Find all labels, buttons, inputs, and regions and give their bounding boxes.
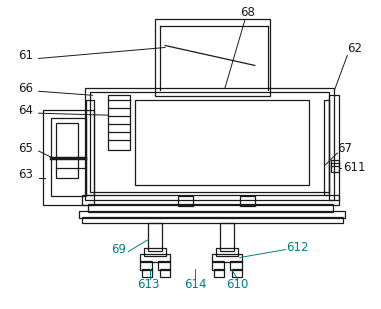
Text: 65: 65: [18, 142, 33, 154]
Bar: [212, 260, 224, 270]
Text: 610: 610: [227, 278, 249, 291]
Bar: [83, 217, 343, 223]
Bar: [83, 195, 339, 205]
Bar: [140, 260, 152, 270]
Bar: [88, 204, 333, 212]
Bar: [324, 100, 329, 195]
Bar: [160, 269, 170, 277]
Bar: [108, 95, 130, 150]
Bar: [140, 254, 170, 261]
Bar: [220, 223, 234, 251]
Bar: [155, 19, 270, 96]
Bar: [214, 269, 224, 277]
Bar: [329, 95, 339, 200]
Bar: [90, 92, 329, 192]
Bar: [142, 269, 152, 277]
Bar: [178, 196, 193, 206]
Bar: [86, 100, 94, 195]
Text: 611: 611: [343, 161, 365, 175]
Text: 613: 613: [137, 278, 159, 291]
Bar: [232, 269, 242, 277]
Text: 61: 61: [18, 49, 33, 62]
Text: 68: 68: [240, 6, 255, 19]
Bar: [51, 118, 86, 196]
Bar: [43, 110, 94, 205]
Bar: [148, 223, 162, 251]
Bar: [135, 100, 309, 185]
Bar: [85, 88, 335, 200]
Bar: [331, 160, 339, 172]
Bar: [144, 248, 166, 256]
Bar: [240, 196, 255, 206]
Text: 62: 62: [347, 42, 362, 55]
Text: 66: 66: [18, 82, 33, 95]
Bar: [230, 260, 242, 270]
Text: 614: 614: [184, 278, 206, 291]
Bar: [56, 123, 77, 178]
Bar: [212, 254, 242, 261]
Text: 63: 63: [18, 168, 33, 181]
Bar: [216, 248, 238, 256]
Text: 69: 69: [111, 243, 126, 256]
Bar: [78, 211, 345, 218]
Bar: [158, 260, 170, 270]
Text: 67: 67: [337, 142, 352, 154]
Text: 612: 612: [286, 241, 309, 254]
Text: 64: 64: [18, 104, 33, 117]
